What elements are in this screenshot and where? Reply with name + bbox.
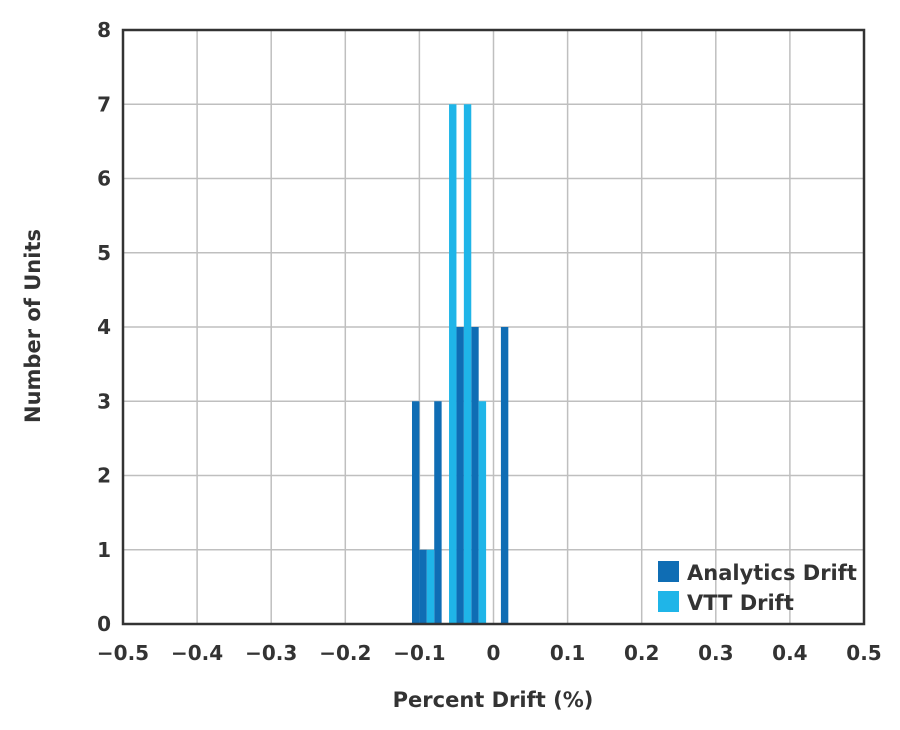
y-tick-label: 3 <box>97 389 111 413</box>
x-tick-label: 0.5 <box>846 641 881 665</box>
x-tick-label: 0.3 <box>698 641 733 665</box>
x-tick-label: 0.1 <box>550 641 585 665</box>
y-tick-label: 1 <box>97 538 111 562</box>
y-tick-label: 7 <box>97 92 111 116</box>
x-axis-label: Percent Drift (%) <box>393 688 594 712</box>
y-tick-label: 2 <box>97 464 111 488</box>
x-tick-label: 0 <box>487 641 501 665</box>
bar-vtt-drift <box>426 549 435 624</box>
y-tick-label: 5 <box>97 241 111 265</box>
x-tick-label: −0.1 <box>393 641 445 665</box>
bar-analytics-drift <box>456 327 464 624</box>
bar-analytics-drift <box>471 327 479 624</box>
grid-lines <box>123 30 864 624</box>
x-tick-label: 0.4 <box>772 641 807 665</box>
bar-analytics-drift <box>434 401 442 624</box>
y-tick-label: 0 <box>97 612 111 636</box>
legend: Analytics Drift VTT Drift <box>658 561 857 615</box>
bar-analytics-drift <box>500 327 509 624</box>
y-axis-label: Number of Units <box>21 229 45 423</box>
bar-vtt-drift <box>478 401 487 624</box>
y-tick-label: 4 <box>97 315 111 339</box>
bars <box>411 104 509 624</box>
plot-frame <box>121 28 866 626</box>
legend-label-analytics-drift: Analytics Drift <box>687 561 857 585</box>
bar-vtt-drift <box>463 104 472 624</box>
x-tick-label: −0.5 <box>97 641 149 665</box>
bar-analytics-drift <box>411 401 420 624</box>
x-tick-label: −0.4 <box>171 641 223 665</box>
y-tick-label: 8 <box>97 18 111 42</box>
bar-vtt-drift <box>449 104 457 624</box>
x-tick-label: 0.2 <box>624 641 659 665</box>
legend-swatch-vtt-drift <box>658 591 679 612</box>
x-tick-label: −0.2 <box>319 641 371 665</box>
y-tick-label: 6 <box>97 167 111 191</box>
y-tick-labels: 0 1 2 3 4 5 6 7 8 <box>97 18 111 636</box>
legend-swatch-analytics-drift <box>658 561 679 582</box>
x-tick-labels: −0.5 −0.4 −0.3 −0.2 −0.1 0 0.1 0.2 0.3 0.4 0.5 <box>97 641 882 665</box>
legend-label-vtt-drift: VTT Drift <box>687 591 794 615</box>
bar-analytics-drift <box>419 549 427 624</box>
x-tick-label: −0.3 <box>245 641 297 665</box>
